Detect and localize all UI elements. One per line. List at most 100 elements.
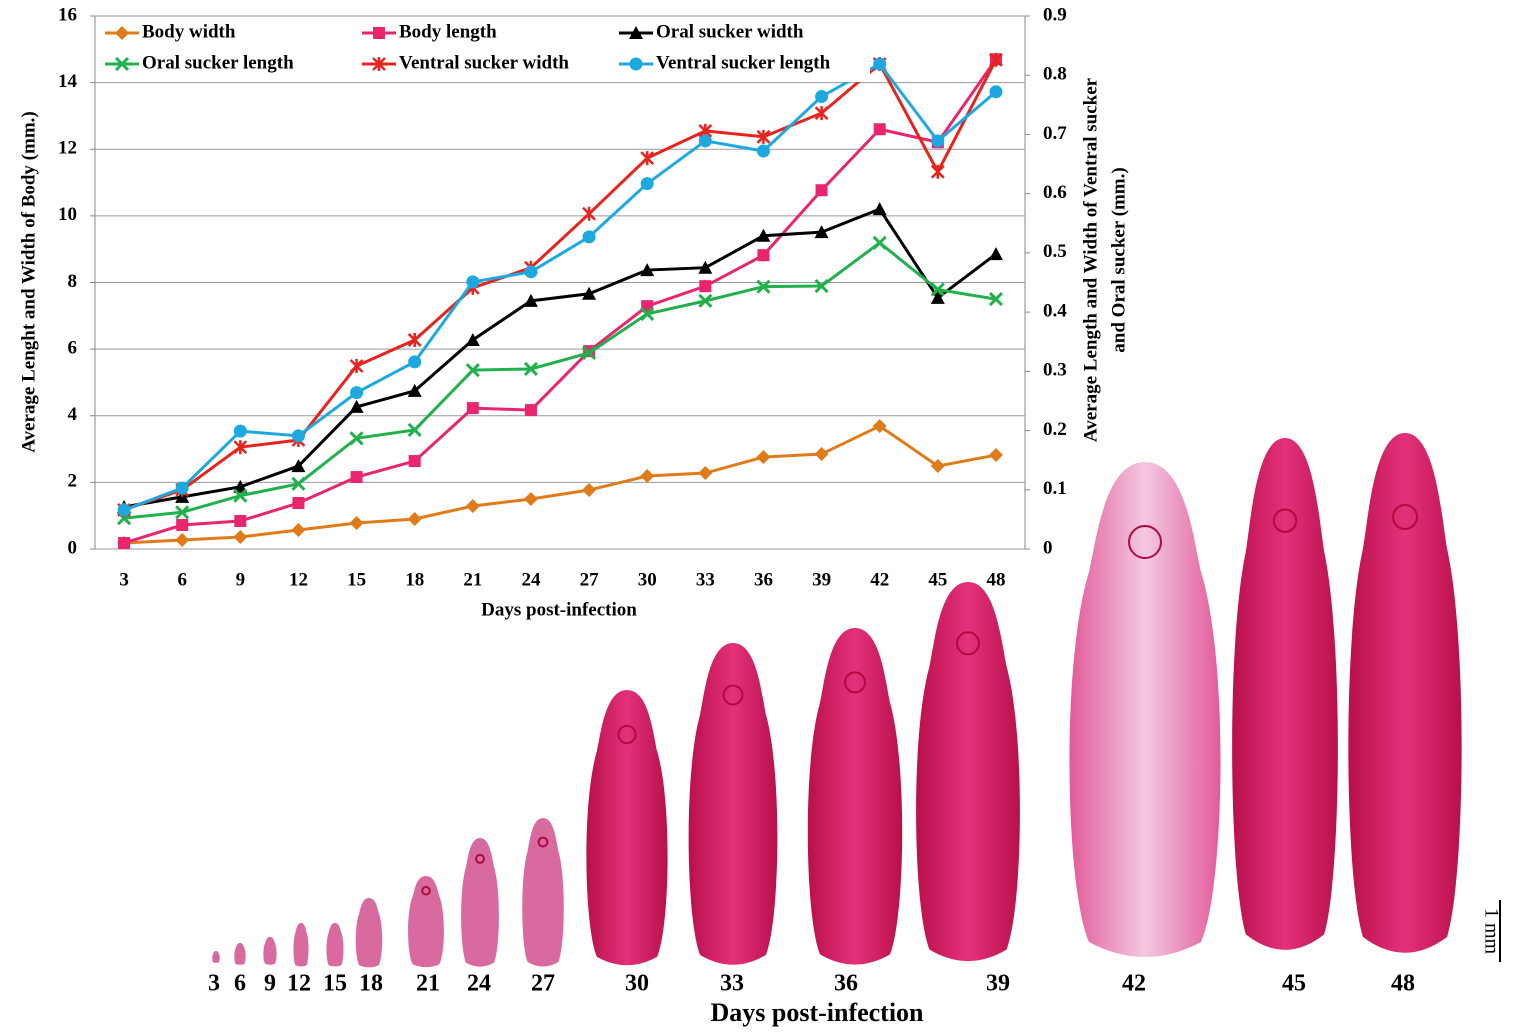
marker [292,429,305,442]
marker [292,497,304,509]
y-tick-label: 16 [58,4,77,25]
x-tick-label: 27 [580,569,600,590]
specimen-day-label: 24 [467,971,491,997]
x-tick-label: 48 [986,569,1005,590]
specimen-day-label: 48 [1391,971,1415,997]
specimen [293,923,308,967]
y2-tick-label: 0.1 [1043,478,1067,499]
specimen [234,943,245,965]
y-tick-label: 12 [58,138,77,159]
specimen-day-label: 18 [359,971,383,997]
y2-tick-label: 0.6 [1043,182,1067,203]
legend-label: Ventral sucker length [656,52,831,73]
x-tick-label: 45 [928,569,947,590]
specimen [327,923,344,967]
specimen [522,818,564,967]
specimen [808,628,902,965]
marker [816,184,828,196]
marker [118,503,131,516]
marker [176,519,188,531]
y-axis-label: Average Lenght and Width of Body (mm.) [18,111,39,453]
specimen [1069,462,1220,957]
marker [409,455,421,467]
specimen-day-label: 3 [208,971,220,997]
specimen [1348,433,1461,953]
legend-marker [373,27,385,39]
y2-tick-label: 0.9 [1043,4,1067,25]
specimen-day-label: 33 [720,971,744,997]
x-tick-label: 24 [521,569,541,590]
y2-tick-label: 0.5 [1043,241,1067,262]
marker [234,515,246,527]
marker [757,249,769,261]
specimen-day-label: 27 [531,971,555,997]
legend-marker [630,58,643,71]
y-tick-label: 4 [68,404,78,425]
y-tick-label: 14 [58,71,78,92]
x-tick-label: 12 [289,569,308,590]
specimen-day-label: 30 [625,971,649,997]
legend: Body width Body length Oral sucker width Or… [100,20,870,82]
marker [757,145,770,158]
y2-tick-label: 0.4 [1043,300,1067,321]
marker [699,280,711,292]
marker [176,482,189,495]
marker [815,90,828,103]
y2-tick-label: 0.3 [1043,360,1067,381]
specimen-day-label: 36 [834,971,858,997]
marker [350,386,363,399]
x-tick-label: 3 [119,569,129,590]
y2-axis-label: and Oral sucker (mm.) [1108,167,1129,352]
legend-label: Body width [142,21,236,42]
marker [525,404,537,416]
marker [699,134,712,147]
marker [989,85,1002,98]
marker [466,275,479,288]
specimen-caption: Days post-infection [710,998,924,1027]
specimen [408,876,444,967]
specimen [586,690,667,965]
marker [524,265,537,278]
specimen [689,643,778,965]
legend-label: Oral sucker width [656,21,804,42]
x-tick-label: 30 [638,569,657,590]
y-tick-label: 0 [68,537,78,558]
specimen-day-label: 9 [264,971,276,997]
specimen [212,951,220,963]
specimen [461,838,499,967]
y-tick-label: 2 [68,471,78,492]
x-tick-label: 39 [812,569,831,590]
y-tick-label: 6 [68,337,78,358]
marker [583,230,596,243]
y2-tick-label: 0 [1043,537,1053,558]
legend-label: Oral sucker length [142,52,294,73]
marker [874,123,886,135]
specimen-day-label: 42 [1122,971,1146,997]
y2-tick-label: 0.8 [1043,64,1067,85]
marker [641,177,654,190]
specimen [1232,438,1338,950]
x-axis-label: Days post-infection [481,599,637,620]
y-tick-label: 10 [58,204,77,225]
y2-axis-label: Average Length and Width of Ventral suck… [1080,77,1101,442]
marker [873,57,886,70]
specimen [916,582,1020,961]
marker [351,471,363,483]
y-tick-label: 8 [68,271,78,292]
specimen-day-label: 15 [323,971,347,997]
x-tick-label: 18 [405,569,424,590]
legend-label: Body length [399,21,497,42]
marker [234,425,247,438]
specimen [263,937,276,965]
legend-label: Ventral sucker width [399,52,569,73]
specimen-day-label: 6 [234,971,246,997]
x-tick-label: 9 [236,569,246,590]
marker [931,134,944,147]
specimen-day-label: 45 [1282,971,1306,997]
x-tick-label: 15 [347,569,366,590]
specimen-day-label: 39 [986,971,1010,997]
specimen [356,898,382,967]
figure: Average Lenght and Width of Body (mm.) A… [0,0,1515,1033]
marker [467,402,479,414]
y2-tick-label: 0.2 [1043,419,1067,440]
